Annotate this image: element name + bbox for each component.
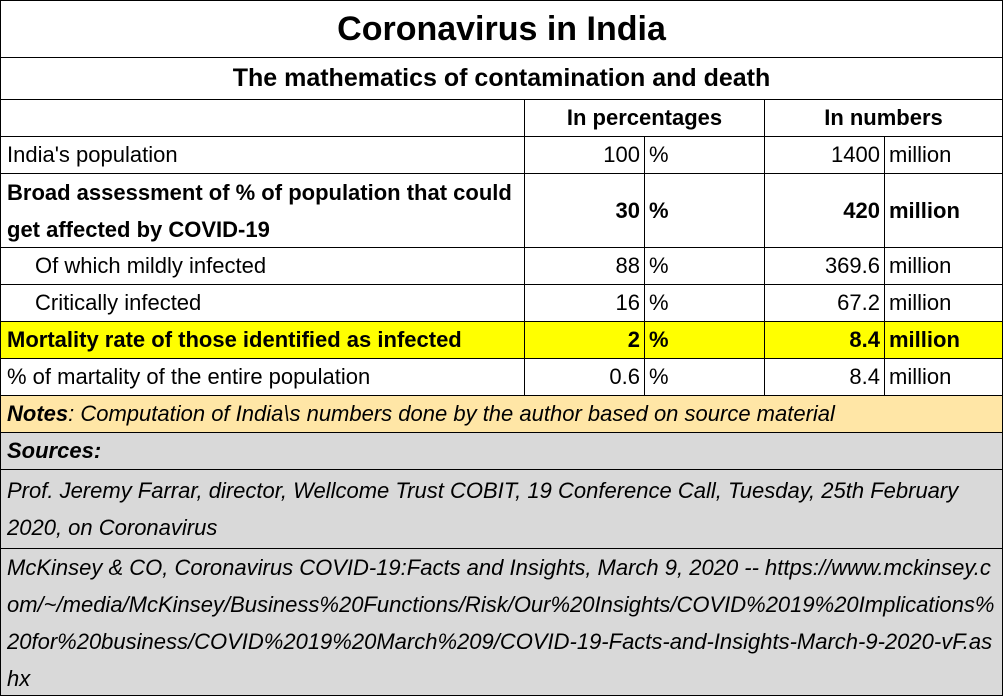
source-item: Prof. Jeremy Farrar, director, Wellcome …	[7, 478, 959, 540]
row-number-unit: million	[884, 174, 1002, 247]
row-percent-unit: %	[644, 359, 764, 395]
source-row: McKinsey & CO, Coronavirus COVID-19:Fact…	[1, 549, 1002, 695]
row-number-unit: million	[884, 137, 1002, 173]
table-row: Critically infected 16 % 67.2 million	[1, 285, 1002, 322]
sources-header-row: Sources:	[1, 433, 1002, 470]
page-subtitle: The mathematics of contamination and dea…	[232, 64, 771, 92]
highlighted-row: Mortality rate of those identified as in…	[1, 322, 1002, 359]
header-row: In percentages In numbers	[1, 100, 1002, 137]
row-percent-value: 100	[524, 137, 644, 173]
page-title: Coronavirus in India	[337, 9, 666, 48]
notes-text: : Computation of India\s numbers done by…	[68, 401, 835, 426]
notes-cell: Notes : Computation of India\s numbers d…	[1, 396, 1002, 432]
row-number-unit: million	[884, 248, 1002, 284]
row-percent-value: 0.6	[524, 359, 644, 395]
header-label-cell	[1, 100, 524, 136]
row-number-value: 1400	[764, 137, 884, 173]
row-number-value: 8.4	[764, 359, 884, 395]
row-number-value: 8.4	[764, 322, 884, 358]
row-percent-unit: %	[644, 137, 764, 173]
table-row: % of martality of the entire population …	[1, 359, 1002, 396]
subtitle-row: The mathematics of contamination and dea…	[1, 58, 1002, 100]
table-row: Of which mildly infected 88 % 369.6 mill…	[1, 248, 1002, 285]
row-number-value: 67.2	[764, 285, 884, 321]
title-row: Coronavirus in India	[1, 1, 1002, 58]
row-number-unit: million	[884, 285, 1002, 321]
row-percent-unit: %	[644, 285, 764, 321]
source-row: Prof. Jeremy Farrar, director, Wellcome …	[1, 470, 1002, 549]
row-percent-unit: %	[644, 322, 764, 358]
row-percent-value: 2	[524, 322, 644, 358]
row-percent-unit: %	[644, 248, 764, 284]
row-number-unit: million	[884, 322, 1002, 358]
row-percent-value: 30	[524, 174, 644, 247]
row-label: Mortality rate of those identified as in…	[7, 327, 462, 352]
row-percent-value: 88	[524, 248, 644, 284]
table-row: India's population 100 % 1400 million	[1, 137, 1002, 174]
sources-label: Sources:	[7, 438, 102, 463]
row-label: Critically infected	[35, 290, 202, 315]
header-numbers: In numbers	[764, 100, 1002, 136]
table-row: Broad assessment of % of population that…	[1, 174, 1002, 248]
row-number-value: 420	[764, 174, 884, 247]
row-label: % of martality of the entire population	[7, 364, 371, 389]
row-percent-unit: %	[644, 174, 764, 247]
row-percent-value: 16	[524, 285, 644, 321]
row-number-unit: million	[884, 359, 1002, 395]
notes-row: Notes : Computation of India\s numbers d…	[1, 396, 1002, 433]
row-label: Of which mildly infected	[35, 253, 267, 278]
row-label: Broad assessment of % of population that…	[7, 180, 512, 242]
notes-label: Notes	[7, 401, 69, 426]
row-label: India's population	[7, 142, 178, 167]
source-item: McKinsey & CO, Coronavirus COVID-19:Fact…	[7, 555, 995, 691]
header-percentages: In percentages	[524, 100, 764, 136]
row-number-value: 369.6	[764, 248, 884, 284]
